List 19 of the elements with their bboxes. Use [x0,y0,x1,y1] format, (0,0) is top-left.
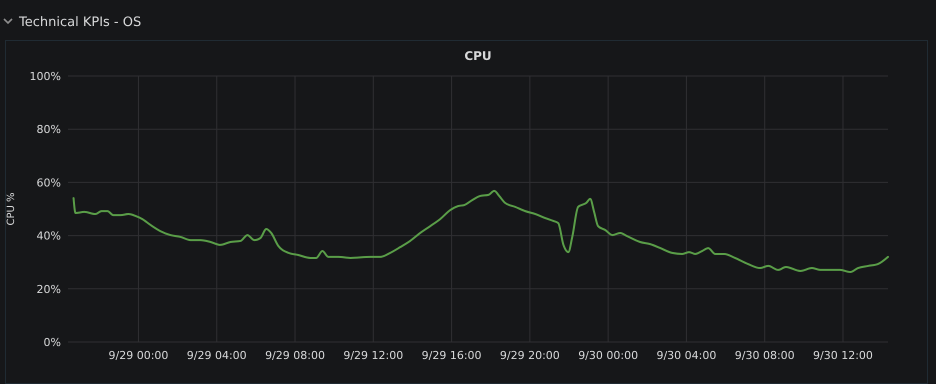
x-tick-label: 9/29 12:00 [343,349,404,362]
chart-subtitle: Technical KPIs - OS [18,15,142,30]
y-tick-label: 80% [36,123,61,136]
x-tick-label: 9/29 20:00 [500,349,560,362]
x-tick-label: 9/30 04:00 [656,349,716,362]
x-tick-label: 9/29 16:00 [422,349,482,362]
y-tick-label: 40% [36,230,61,243]
y-tick-label: 100% [30,70,61,83]
y-axis-title: CPU % [6,192,17,226]
y-tick-label: 0% [44,336,61,349]
x-tick-label: 9/30 12:00 [813,349,873,362]
y-tick-label: 20% [36,282,61,296]
x-tick-label: 9/29 00:00 [108,349,168,362]
y-tick-label: 60% [36,176,61,190]
x-tick-label: 9/29 08:00 [265,349,325,362]
x-tick-label: 9/30 08:00 [734,349,795,362]
x-tick-label: 9/30 00:00 [578,349,638,362]
x-tick-label: 9/29 04:00 [186,349,247,362]
chart-title: CPU [464,49,492,63]
